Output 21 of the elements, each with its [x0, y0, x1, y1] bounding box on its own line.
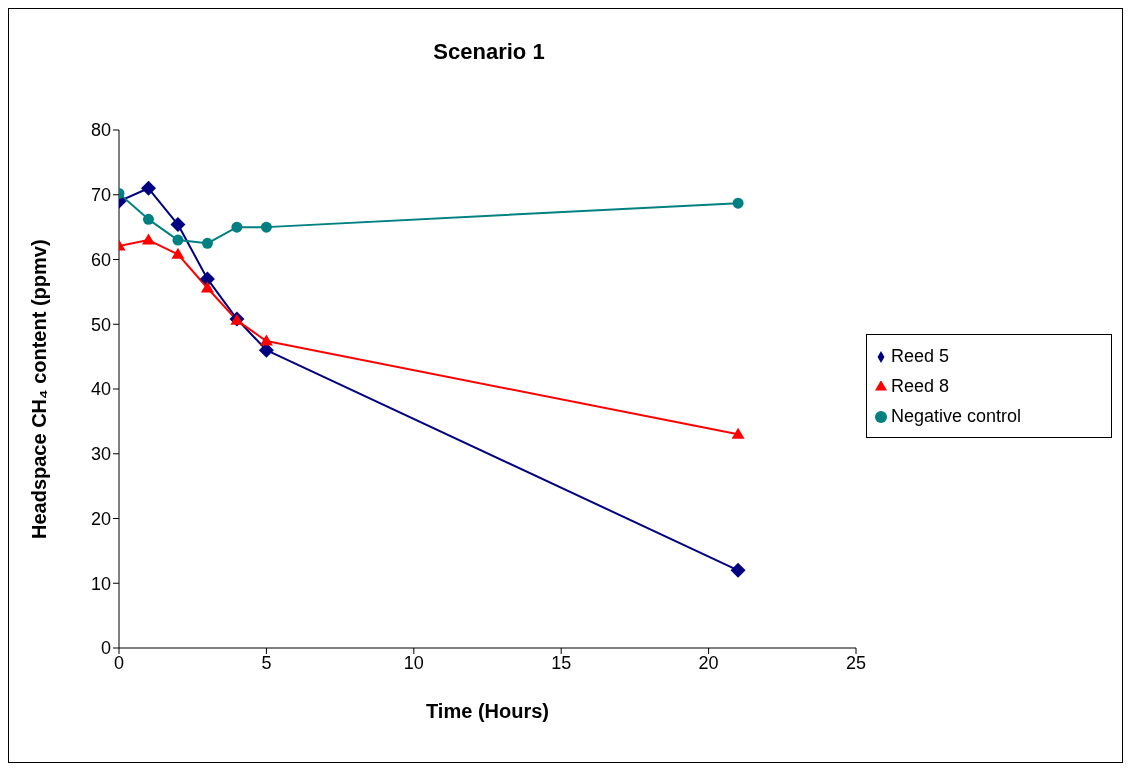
- y-tick-label: 70: [90, 185, 111, 206]
- x-tick-label: 25: [845, 652, 867, 673]
- x-axis-title: Time (Hours): [426, 700, 549, 722]
- y-tick-label: 0: [100, 638, 111, 659]
- x-tick-label: 20: [698, 652, 719, 673]
- legend-label: Reed 5: [891, 345, 950, 366]
- y-tick-label: 10: [90, 573, 111, 594]
- y-tick-label: 20: [90, 508, 111, 529]
- y-tick-label: 60: [90, 249, 111, 270]
- y-tick-label: 30: [90, 444, 111, 465]
- x-tick-label: 5: [261, 652, 272, 673]
- legend-label: Reed 8: [891, 375, 950, 396]
- x-tick-label: 10: [403, 652, 424, 673]
- y-axis-title: Headspace CH₄ content (ppmv): [28, 239, 51, 539]
- x-tick-label: 15: [551, 652, 572, 673]
- x-tick-label: 0: [113, 652, 125, 673]
- y-tick-label: 80: [90, 120, 111, 141]
- y-tick-label: 50: [90, 314, 111, 335]
- chart-title: Scenario 1: [432, 39, 546, 65]
- y-tick-label: 40: [90, 379, 111, 400]
- legend-label: Negative control: [891, 405, 1022, 426]
